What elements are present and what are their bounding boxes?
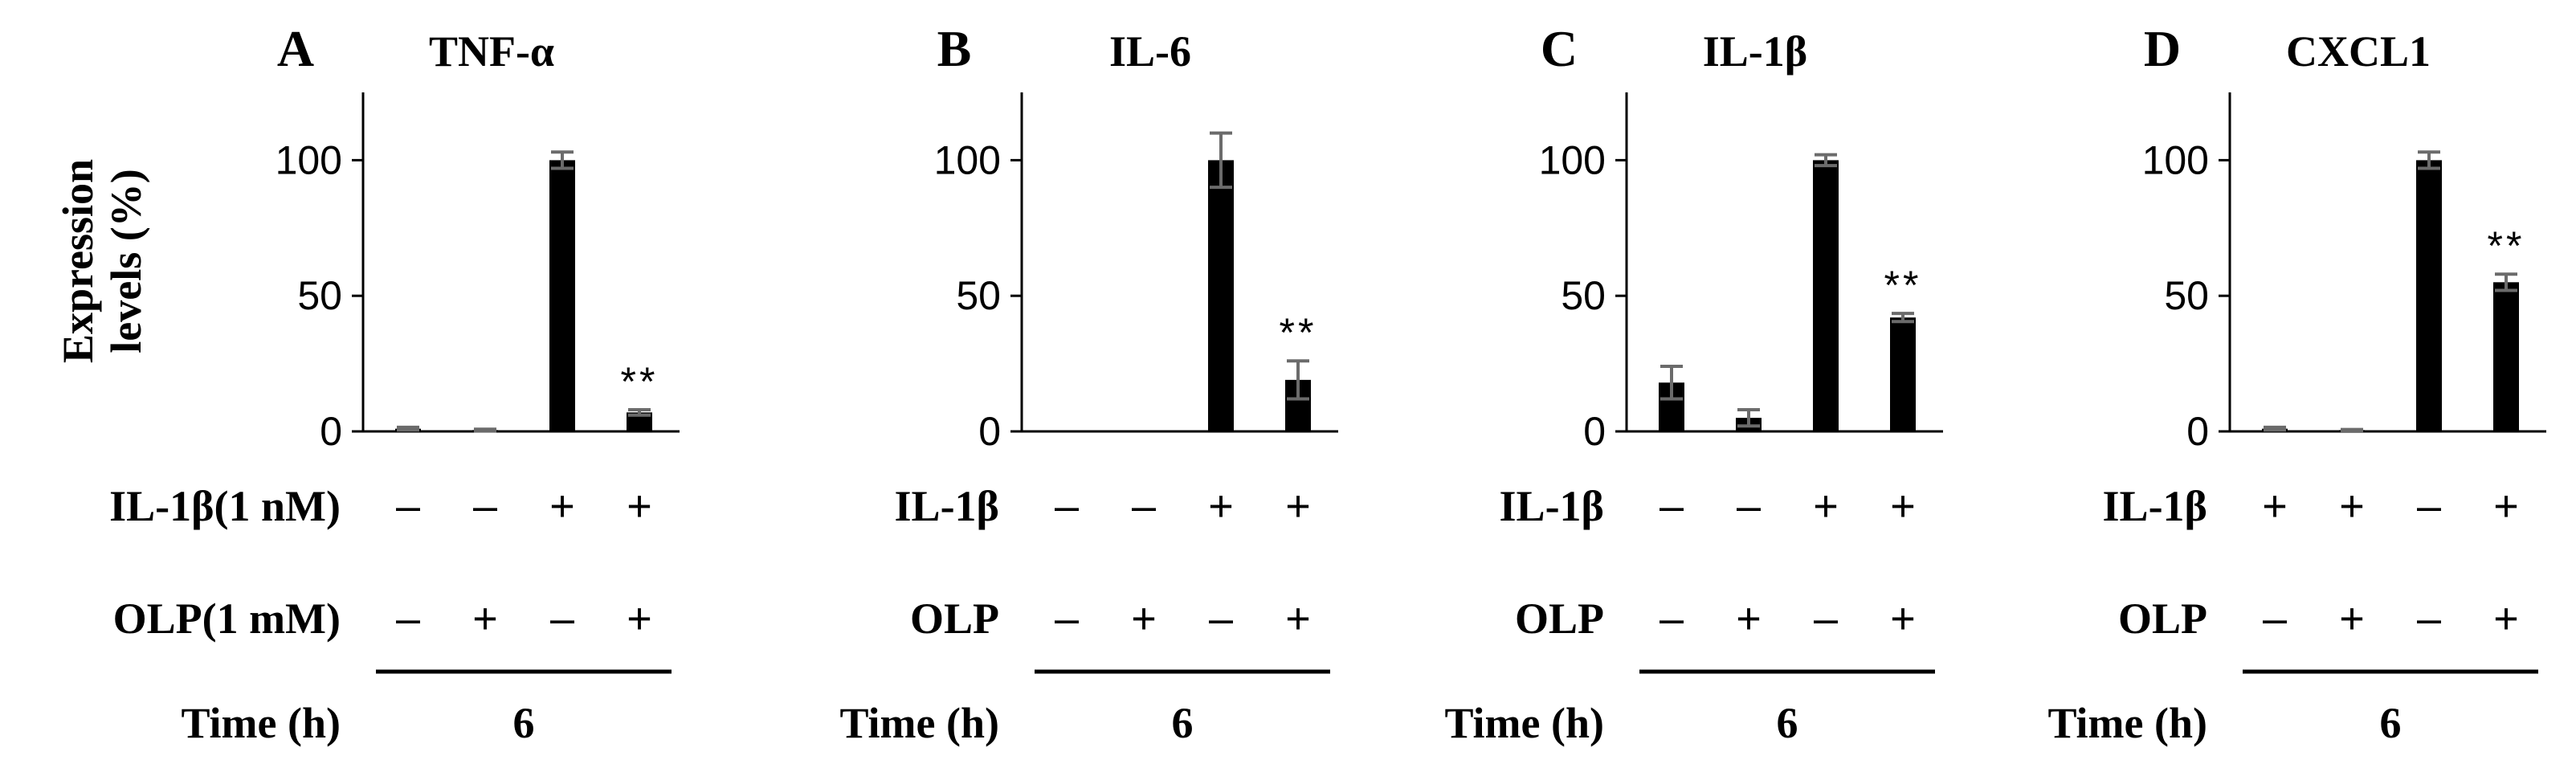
y-tick-label: 100: [2142, 137, 2209, 182]
treatment-sign: –: [396, 594, 420, 643]
treatment-sign: –: [1055, 482, 1079, 530]
row-label: OLP: [1515, 594, 1604, 643]
y-tick-label: 50: [297, 273, 342, 318]
row-label: IL-1β: [895, 482, 999, 530]
significance-label: **: [1884, 263, 1922, 308]
y-tick-label: 100: [276, 137, 342, 182]
panel-title: TNF-α: [429, 27, 554, 76]
treatment-sign: +: [2493, 482, 2519, 530]
treatment-sign: +: [1736, 594, 1762, 643]
time-value: 6: [513, 699, 535, 747]
treatment-sign: +: [2339, 594, 2365, 643]
treatment-sign: +: [1285, 482, 1311, 530]
treatment-sign: –: [2417, 594, 2441, 643]
time-label: Time (h): [840, 699, 1000, 747]
treatment-sign: +: [472, 594, 498, 643]
treatment-sign: +: [549, 482, 575, 530]
treatment-sign: +: [1208, 482, 1234, 530]
panel-d: D CXCL1 0 50 100 ** IL-1β + + – + OLP – + – + Time (h) 6: [2048, 20, 2546, 747]
y-axis-label-line2: levels (%): [102, 169, 150, 353]
treatment-sign: +: [2262, 482, 2288, 530]
bar: [2416, 160, 2442, 431]
treatment-sign: –: [1659, 482, 1684, 530]
y-tick-label: 0: [320, 409, 342, 454]
panels: A TNF-α 0 50 100 ** IL-1β(1 nM) – – + + OLP(1 mM) – +…: [109, 20, 2546, 747]
treatment-sign: +: [1131, 594, 1157, 643]
panel-letter: D: [2144, 20, 2181, 77]
panel-title: CXCL1: [2286, 27, 2431, 76]
bar: [1890, 317, 1916, 431]
treatment-sign: –: [1814, 594, 1838, 643]
treatment-sign: –: [473, 482, 497, 530]
treatment-sign: +: [1285, 594, 1311, 643]
treatment-sign: –: [550, 594, 574, 643]
time-value: 6: [2380, 699, 2402, 747]
treatment-sign: +: [1890, 482, 1916, 530]
treatment-sign: –: [1737, 482, 1761, 530]
bar: [549, 160, 575, 431]
y-tick-label: 100: [934, 137, 1001, 182]
panel-c: C IL-1β 0 50 100 ** IL-1β – – + + OLP – + – + Time (h) 6: [1445, 20, 1943, 747]
y-tick-label: 0: [978, 409, 1001, 454]
significance-label: **: [621, 359, 659, 404]
treatment-sign: +: [1890, 594, 1916, 643]
panel-letter: B: [937, 20, 972, 77]
significance-label: **: [1280, 310, 1317, 355]
time-value: 6: [1777, 699, 1798, 747]
bar: [627, 412, 652, 431]
y-tick-label: 50: [1561, 273, 1606, 318]
panel-b: B IL-6 0 50 100 ** IL-1β – – + + OLP – + – + Time (h) 6: [840, 20, 1338, 747]
treatment-sign: –: [2263, 594, 2287, 643]
treatment-sign: –: [1209, 594, 1233, 643]
row-label: OLP: [2118, 594, 2207, 643]
treatment-sign: –: [1055, 594, 1079, 643]
y-tick-label: 50: [2164, 273, 2209, 318]
y-tick-label: 0: [1583, 409, 1606, 454]
panel-title: IL-6: [1109, 27, 1191, 76]
y-tick-label: 100: [1539, 137, 1606, 182]
treatment-sign: –: [2417, 482, 2441, 530]
significance-label: **: [2488, 223, 2525, 268]
treatment-sign: +: [1813, 482, 1839, 530]
panel-a: A TNF-α 0 50 100 ** IL-1β(1 nM) – – + + OLP(1 mM) – +…: [109, 20, 680, 747]
panel-letter: C: [1541, 20, 1578, 77]
treatment-sign: +: [627, 482, 652, 530]
bar: [1208, 160, 1234, 431]
row-label: IL-1β(1 nM): [109, 482, 341, 530]
row-label: OLP(1 mM): [113, 594, 341, 643]
y-axis-label-line1: Expression: [54, 159, 102, 363]
y-tick-label: 50: [956, 273, 1001, 318]
bar: [2493, 282, 2519, 431]
bar: [1813, 160, 1839, 431]
row-label: IL-1β: [1500, 482, 1604, 530]
treatment-sign: –: [1132, 482, 1156, 530]
treatment-sign: –: [1659, 594, 1684, 643]
panel-title: IL-1β: [1703, 27, 1807, 76]
row-label: IL-1β: [2103, 482, 2207, 530]
y-tick-label: 0: [2186, 409, 2209, 454]
time-label: Time (h): [182, 699, 341, 747]
panel-letter: A: [277, 20, 314, 77]
time-label: Time (h): [2048, 699, 2208, 747]
treatment-sign: +: [627, 594, 652, 643]
treatment-sign: –: [396, 482, 420, 530]
time-value: 6: [1172, 699, 1194, 747]
treatment-sign: +: [2339, 482, 2365, 530]
treatment-sign: +: [2493, 594, 2519, 643]
row-label: OLP: [910, 594, 999, 643]
time-label: Time (h): [1445, 699, 1605, 747]
